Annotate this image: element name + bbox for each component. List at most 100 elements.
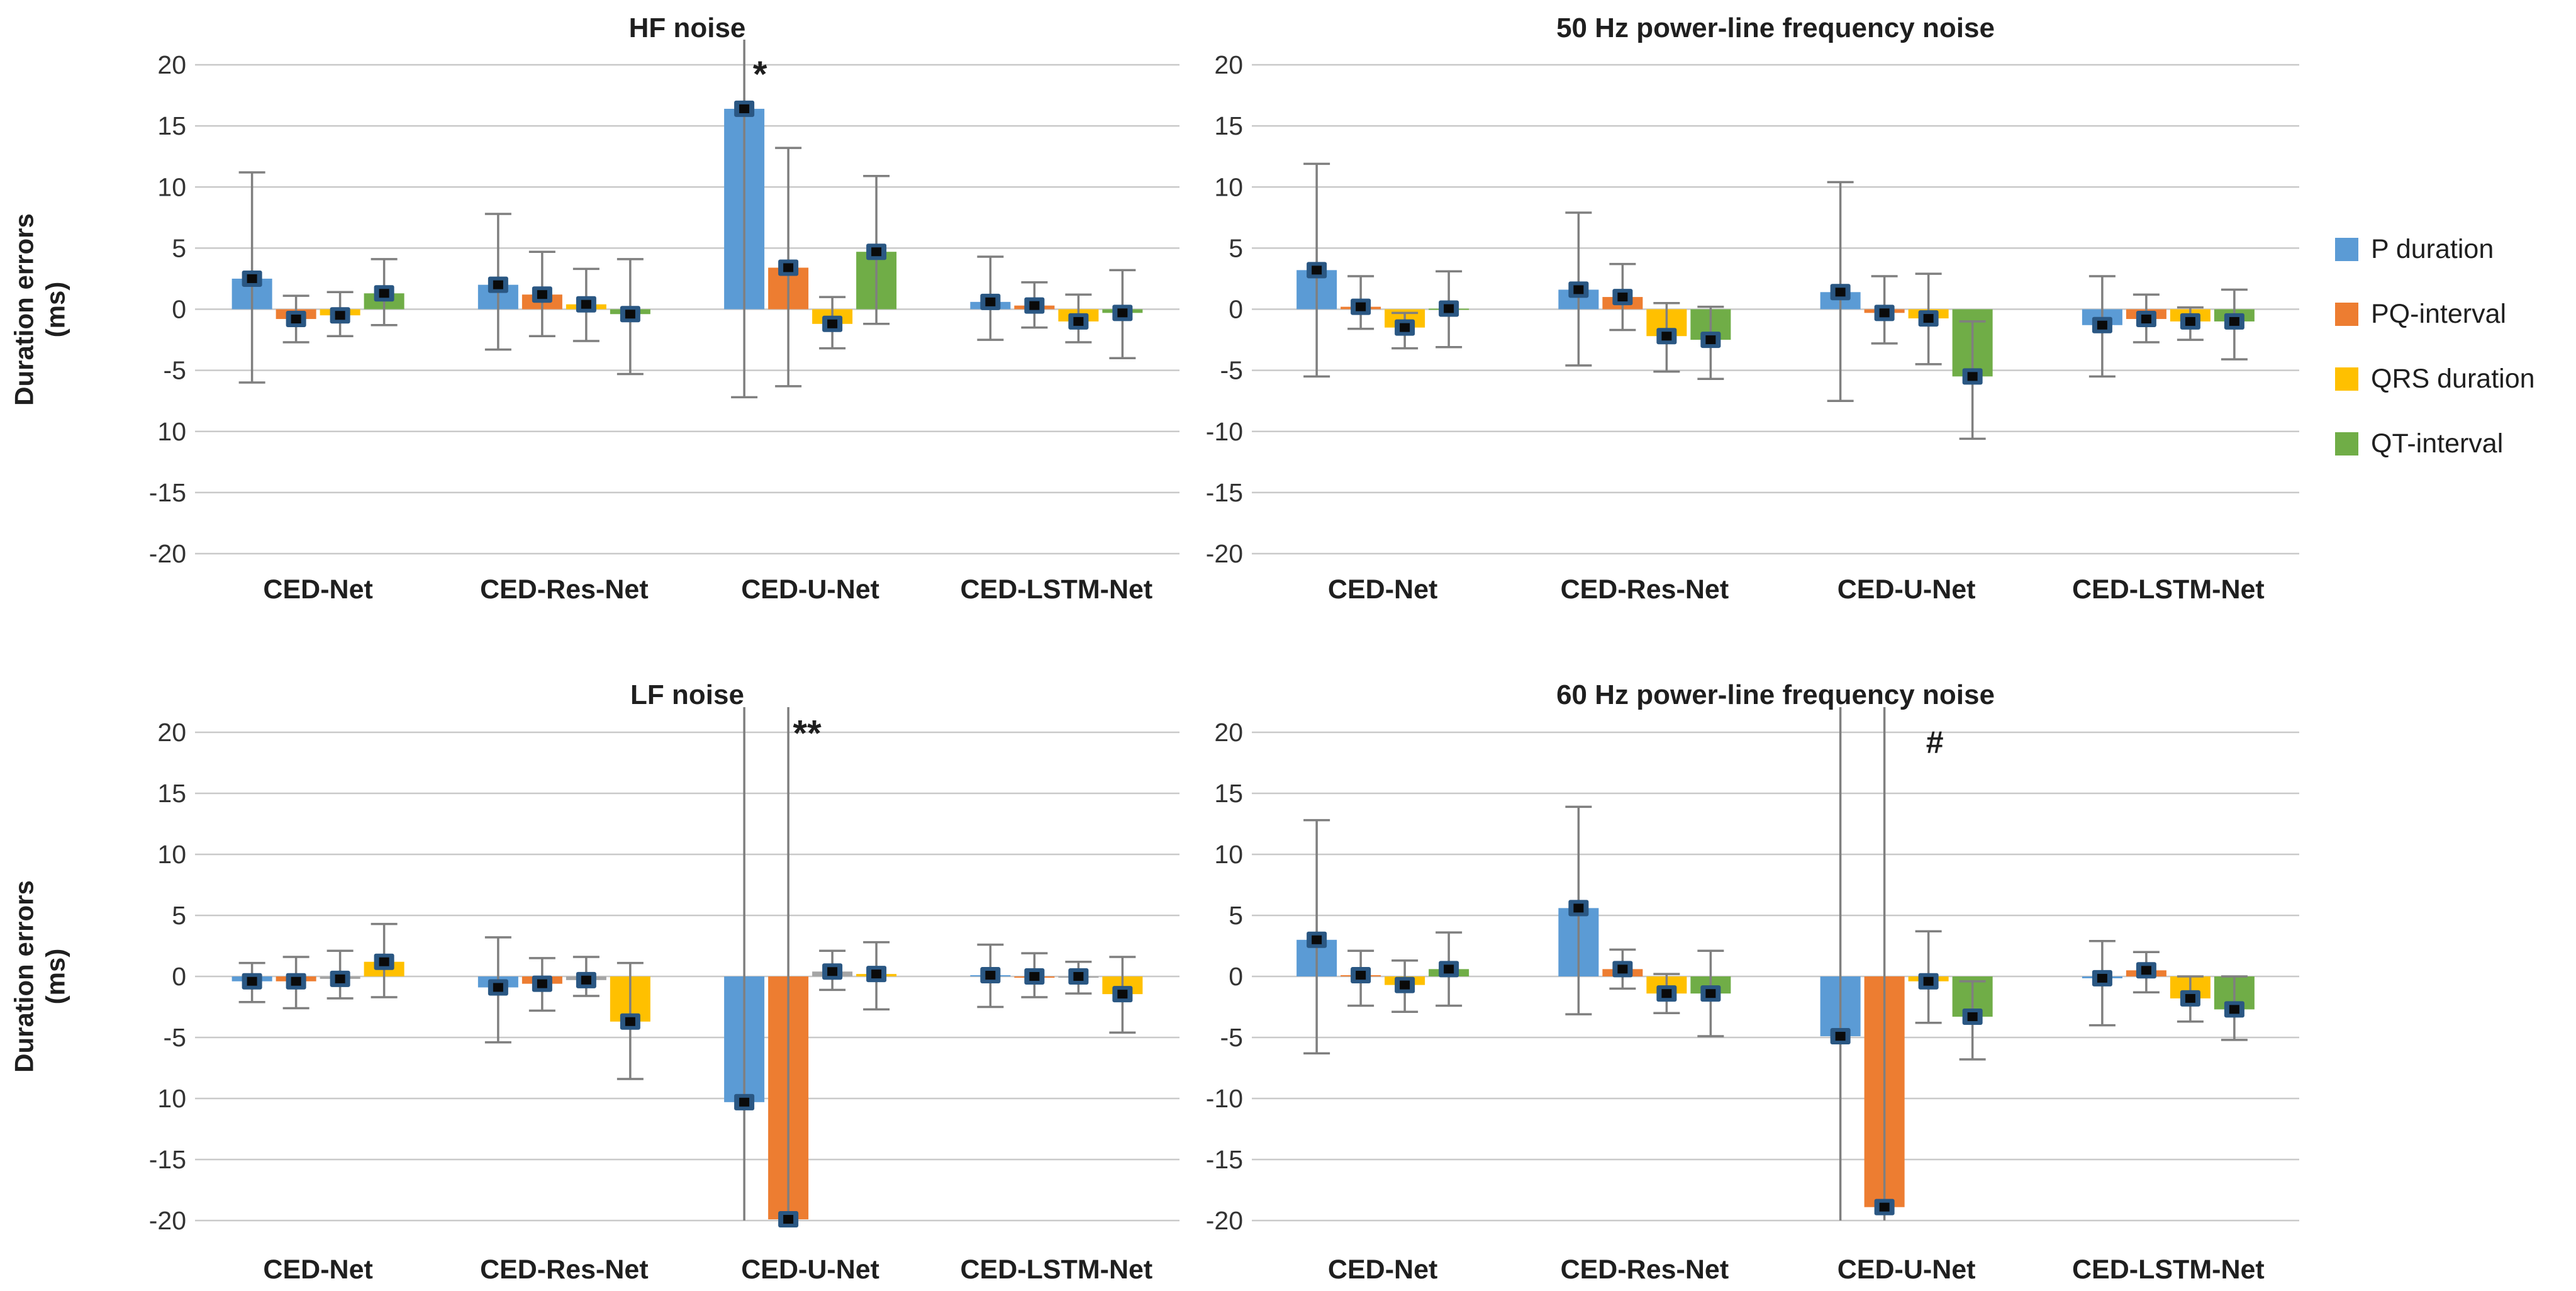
y-tick-label: -15 (149, 1145, 186, 1174)
mean-marker (739, 104, 750, 113)
y-tick-label: 10 (157, 417, 186, 446)
mean-marker (379, 957, 389, 966)
legend-label: QT-interval (2371, 428, 2504, 459)
category-label: CED-Net (263, 1255, 372, 1285)
y-axis-title-line1: Duration errors (9, 880, 39, 1073)
category-label: CED-Net (1328, 574, 1437, 605)
mean-marker (1705, 335, 1716, 345)
mean-marker (1661, 989, 1672, 998)
category-label: CED-LSTM-Net (961, 1255, 1153, 1285)
mean-marker (1617, 964, 1628, 974)
y-tick-label: -20 (1206, 1206, 1243, 1235)
mean-marker (581, 299, 591, 309)
category-label: CED-LSTM-Net (2072, 574, 2265, 605)
y-tick-label: -20 (149, 539, 186, 568)
mean-marker (827, 319, 838, 328)
category-label: CED-LSTM-Net (961, 574, 1153, 605)
mean-marker (1312, 265, 1322, 275)
mean-marker (1967, 372, 1978, 381)
mean-marker (1073, 972, 1084, 981)
mean-marker (1356, 971, 1366, 980)
mean-marker (1967, 1012, 1978, 1022)
y-tick-label: 5 (172, 901, 186, 930)
legend: P duration PQ-interval QRS duration QT-i… (2335, 234, 2535, 459)
mean-marker (247, 274, 257, 283)
significance-annotation: # (1926, 725, 1944, 760)
y-tick-label: -10 (1206, 417, 1243, 446)
category-label: CED-Net (1328, 1255, 1437, 1285)
y-tick-label: 20 (1214, 718, 1243, 747)
mean-marker (1835, 288, 1846, 297)
mean-marker (493, 280, 503, 289)
panel-title-50hz-noise: 50 Hz power-line frequency noise (1556, 13, 1995, 43)
category-label: CED-U-Net (741, 574, 879, 605)
category-label: CED-Net (263, 574, 372, 605)
mean-marker (1312, 935, 1322, 944)
mean-marker (1879, 1202, 1890, 1212)
category-label: CED-Res-Net (1561, 574, 1729, 605)
mean-marker (2229, 1005, 2239, 1014)
category-label: CED-Res-Net (1561, 1255, 1729, 1285)
mean-marker (1400, 323, 1410, 332)
mean-marker (827, 967, 838, 976)
y-axis-title-line1: Duration errors (9, 213, 39, 406)
mean-marker (1923, 976, 1934, 986)
legend-swatch-qt-interval (2335, 432, 2358, 455)
y-tick-label: 20 (157, 50, 186, 79)
mean-marker (2097, 320, 2107, 330)
mean-marker (1661, 332, 1672, 341)
y-axis-title-line2: (ms) (41, 281, 70, 338)
y-tick-label: 10 (157, 840, 186, 869)
y-tick-label: -5 (164, 1023, 186, 1052)
legend-item-pq-interval: PQ-interval (2335, 299, 2535, 330)
mean-marker (871, 247, 882, 257)
mean-marker (1444, 304, 1454, 313)
y-tick-label: 15 (157, 111, 186, 140)
legend-swatch-p-duration (2335, 238, 2358, 261)
y-tick-label: -15 (1206, 478, 1243, 507)
y-tick-label: 0 (1229, 962, 1243, 991)
mean-marker (1573, 903, 1584, 913)
legend-swatch-qrs-duration (2335, 367, 2358, 391)
y-axis-title-bottom-row: Duration errors (ms) (9, 880, 72, 1073)
y-axis-title-line2: (ms) (41, 948, 70, 1005)
mean-marker (1356, 302, 1366, 311)
mean-marker (2185, 316, 2195, 326)
y-tick-label: 0 (172, 962, 186, 991)
mean-marker (2097, 973, 2107, 983)
mean-marker (1117, 308, 1128, 318)
mean-marker (1879, 308, 1890, 318)
mean-marker (1835, 1032, 1846, 1041)
y-tick-label: 10 (157, 1084, 186, 1113)
y-tick-label: 10 (157, 172, 186, 201)
category-label: CED-Res-Net (480, 574, 649, 605)
mean-marker (581, 975, 591, 985)
mean-marker (537, 290, 547, 299)
legend-item-qrs-duration: QRS duration (2335, 364, 2535, 394)
y-tick-label: -5 (1220, 356, 1243, 385)
y-tick-label: 5 (1229, 901, 1243, 930)
mean-marker (335, 311, 345, 320)
y-tick-label: 0 (172, 295, 186, 324)
mean-marker (2229, 316, 2239, 326)
mean-marker (871, 970, 882, 979)
legend-label: P duration (2371, 234, 2494, 264)
mean-marker (2185, 993, 2195, 1003)
mean-marker (1073, 316, 1084, 326)
mean-marker (1705, 989, 1716, 998)
legend-label: PQ-interval (2371, 299, 2507, 329)
y-tick-label: -15 (149, 478, 186, 507)
mean-marker (1923, 314, 1934, 323)
y-axis-title-top-row: Duration errors (ms) (9, 213, 72, 406)
y-tick-label: 15 (1214, 779, 1243, 808)
y-tick-label: -10 (1206, 1084, 1243, 1113)
significance-annotation: * (753, 54, 767, 95)
y-tick-label: -20 (149, 1206, 186, 1235)
y-tick-label: 10 (1214, 172, 1243, 201)
mean-marker (783, 1215, 794, 1224)
mean-marker (537, 979, 547, 988)
category-label: CED-U-Net (741, 1255, 879, 1285)
legend-swatch-pq-interval (2335, 303, 2358, 326)
